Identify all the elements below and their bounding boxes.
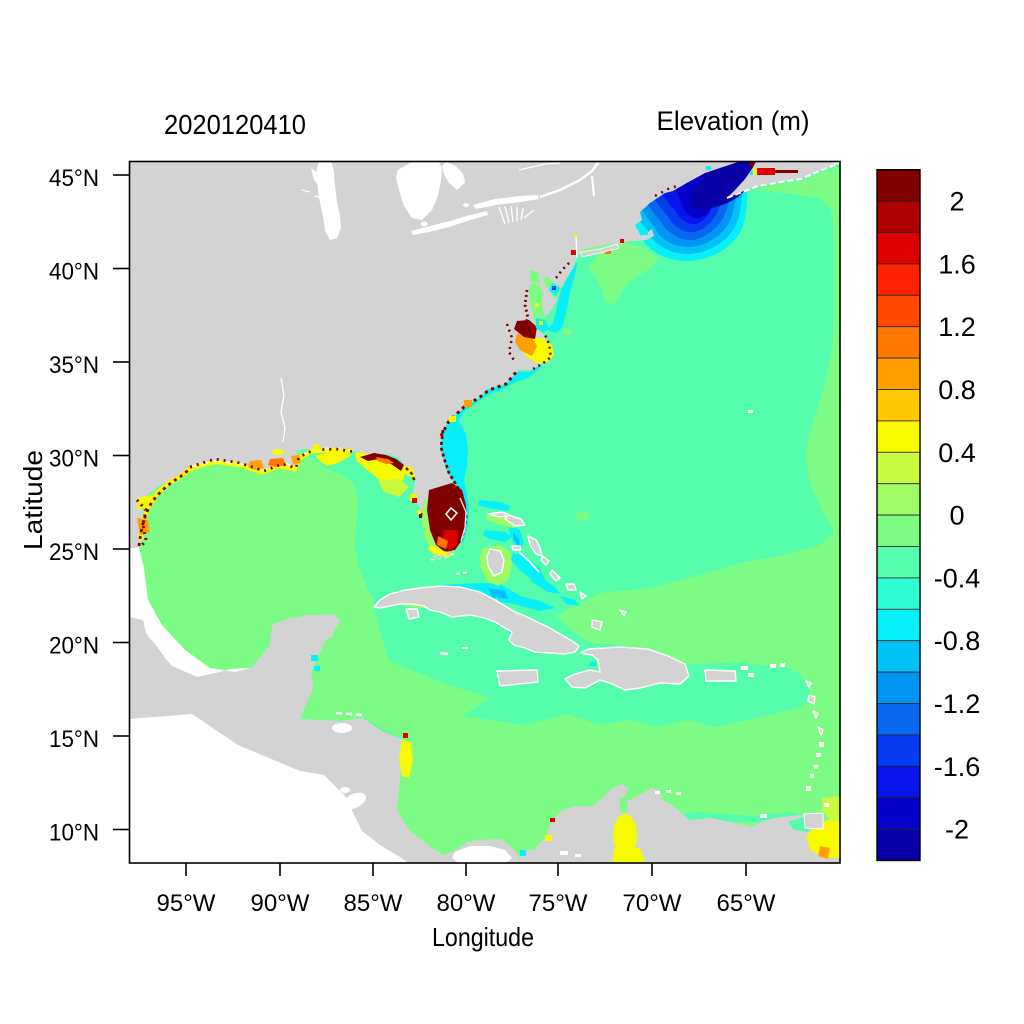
svg-text:-1.6: -1.6 bbox=[934, 752, 981, 782]
svg-text:30°N: 30°N bbox=[49, 446, 99, 473]
svg-text:75°W: 75°W bbox=[529, 890, 588, 917]
svg-text:45°N: 45°N bbox=[49, 165, 99, 192]
svg-text:25°N: 25°N bbox=[49, 539, 99, 566]
svg-text:15°N: 15°N bbox=[49, 726, 99, 753]
svg-text:-2: -2 bbox=[945, 815, 969, 845]
svg-text:2020120410: 2020120410 bbox=[164, 109, 306, 140]
svg-text:2: 2 bbox=[949, 187, 964, 217]
svg-text:1.6: 1.6 bbox=[938, 249, 976, 279]
svg-text:1.2: 1.2 bbox=[938, 312, 976, 342]
svg-text:10°N: 10°N bbox=[49, 820, 99, 847]
svg-text:90°W: 90°W bbox=[251, 890, 310, 917]
svg-text:0.4: 0.4 bbox=[938, 438, 976, 468]
svg-text:40°N: 40°N bbox=[49, 259, 99, 286]
svg-text:-1.2: -1.2 bbox=[934, 689, 981, 719]
svg-text:-0.8: -0.8 bbox=[934, 626, 981, 656]
svg-text:65°W: 65°W bbox=[717, 890, 776, 917]
svg-text:35°N: 35°N bbox=[49, 352, 99, 379]
svg-text:85°W: 85°W bbox=[344, 890, 403, 917]
svg-text:95°W: 95°W bbox=[157, 890, 216, 917]
svg-text:-0.4: -0.4 bbox=[934, 563, 981, 593]
svg-text:20°N: 20°N bbox=[49, 633, 99, 660]
svg-text:0.8: 0.8 bbox=[938, 375, 976, 405]
svg-text:Longitude: Longitude bbox=[432, 922, 534, 952]
svg-text:Elevation (m): Elevation (m) bbox=[657, 106, 810, 136]
svg-text:0: 0 bbox=[949, 501, 964, 531]
svg-text:70°W: 70°W bbox=[623, 890, 682, 917]
svg-text:80°W: 80°W bbox=[437, 890, 496, 917]
svg-text:Latitude: Latitude bbox=[18, 450, 48, 550]
